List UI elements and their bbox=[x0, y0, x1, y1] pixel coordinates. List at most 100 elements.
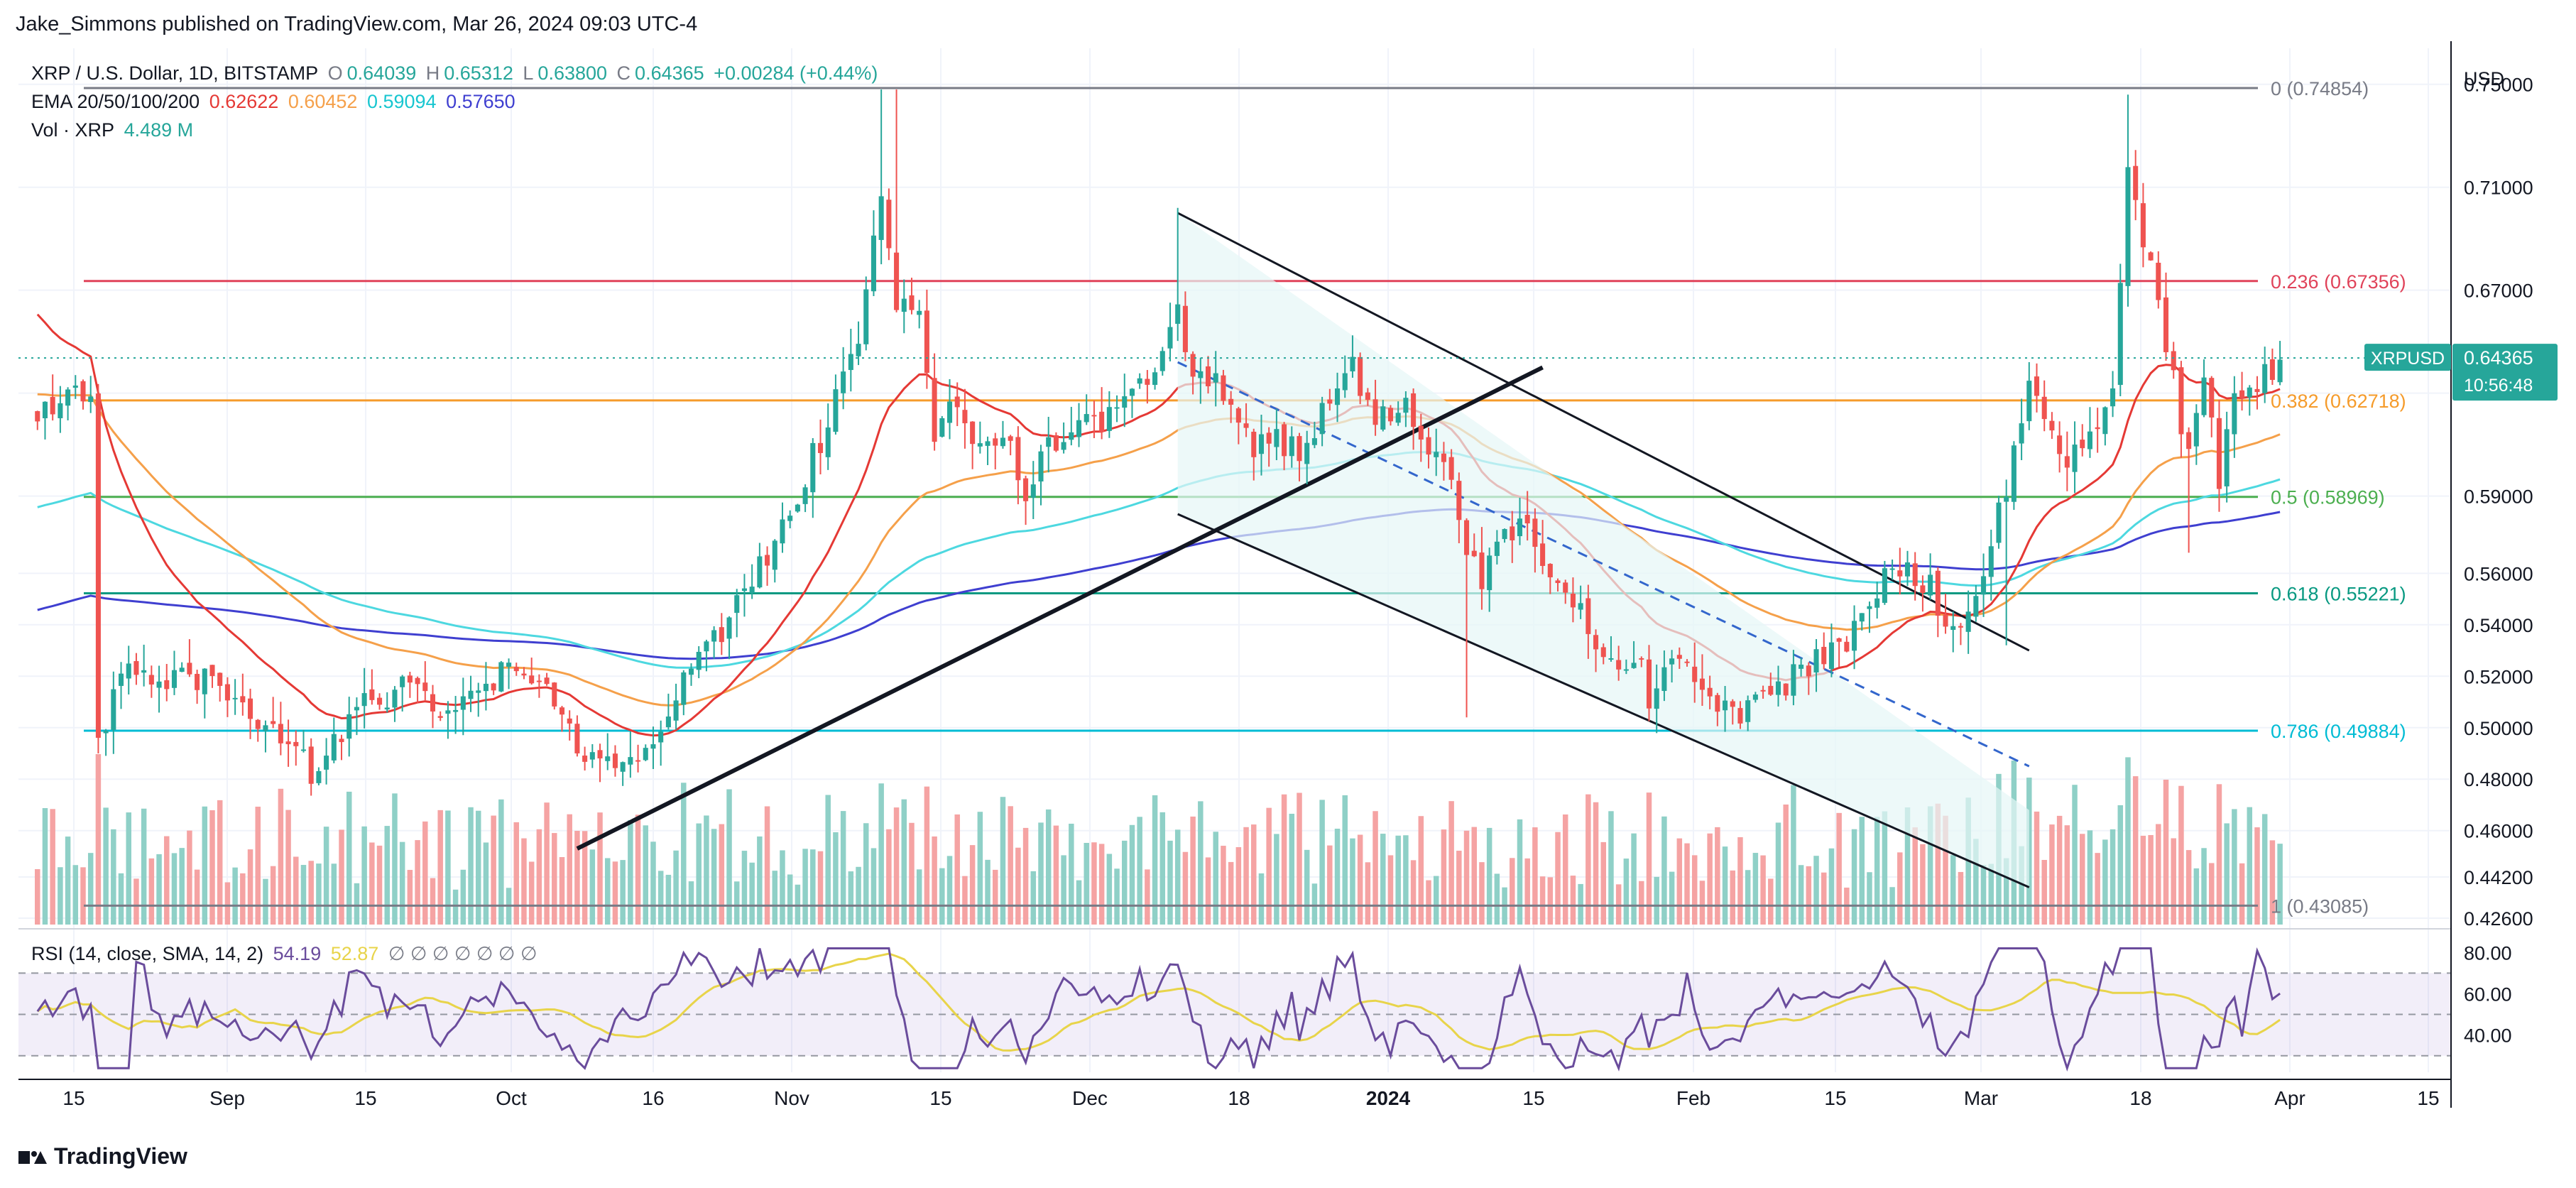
volume-bar bbox=[2247, 807, 2253, 925]
candle-body bbox=[1434, 452, 1439, 457]
volume-bar bbox=[513, 822, 520, 925]
candle-body bbox=[1228, 398, 1234, 405]
volume-bar bbox=[2239, 863, 2245, 925]
volume-bar bbox=[2041, 859, 2047, 925]
candle-body bbox=[445, 710, 451, 714]
volume-bar bbox=[1342, 795, 1348, 925]
candle-body bbox=[1069, 432, 1074, 440]
volume-bar bbox=[1851, 829, 1857, 925]
volume-bar bbox=[50, 809, 55, 925]
volume-bar bbox=[733, 881, 740, 925]
volume-bar bbox=[924, 786, 930, 925]
volume-bar bbox=[2102, 839, 2108, 925]
candle-body bbox=[1350, 356, 1355, 371]
volume-bar bbox=[1532, 827, 1538, 925]
volume-bar bbox=[1198, 801, 1204, 925]
volume-bar bbox=[574, 831, 580, 925]
candle-body bbox=[1799, 664, 1804, 669]
volume-bar bbox=[1463, 830, 1470, 925]
candles bbox=[35, 89, 2283, 796]
candle-body bbox=[1358, 356, 1363, 396]
candle-body bbox=[1099, 411, 1105, 432]
currency-button[interactable]: USD bbox=[2464, 68, 2505, 89]
time-tick-label: 15 bbox=[2417, 1087, 2439, 1109]
volume-bar bbox=[1737, 836, 1743, 925]
tradingview-logo[interactable]: TradingView bbox=[18, 1143, 187, 1170]
candle-body bbox=[255, 719, 261, 729]
channel-mid-line bbox=[1177, 361, 2030, 768]
volume-bar bbox=[58, 867, 63, 925]
candle-body bbox=[612, 753, 618, 768]
candle-body bbox=[2064, 456, 2070, 468]
candle-body bbox=[1221, 375, 1226, 401]
volume-bar bbox=[1061, 855, 1066, 925]
volume-bar bbox=[156, 854, 162, 925]
candle-body bbox=[111, 689, 116, 730]
time-tick-label: 15 bbox=[1824, 1087, 1846, 1109]
volume-bar bbox=[1403, 835, 1409, 925]
volume-bar bbox=[993, 869, 998, 925]
volume-bar bbox=[719, 824, 725, 925]
ema50-value: 0.60452 bbox=[288, 91, 358, 112]
candle-body bbox=[1418, 425, 1424, 440]
candle-body bbox=[1981, 576, 1987, 595]
volume-bar bbox=[528, 861, 535, 925]
volume-bar bbox=[1311, 883, 1318, 925]
fib-label: 0.236 (0.67356) bbox=[2271, 271, 2406, 293]
symbol-legend: XRP / U.S. Dollar, 1D, BITSTAMP O 0.64039… bbox=[31, 62, 882, 85]
volume-bar bbox=[498, 799, 504, 925]
volume-bar bbox=[1950, 855, 1956, 925]
candle-body bbox=[1311, 438, 1317, 445]
candle-body bbox=[1297, 436, 1302, 462]
candle-body bbox=[2269, 359, 2275, 381]
candle-body bbox=[536, 680, 542, 682]
trend-drawings[interactable] bbox=[576, 212, 2030, 888]
volume-bar bbox=[308, 861, 314, 925]
publisher-line: Jake_Simmons published on TradingView.co… bbox=[16, 13, 698, 36]
volume-bar bbox=[323, 827, 329, 925]
candle-body bbox=[946, 401, 953, 423]
volume-bar bbox=[1357, 834, 1363, 925]
candle-body bbox=[324, 756, 329, 770]
candle-body bbox=[719, 627, 724, 643]
volume-bar bbox=[1319, 800, 1325, 925]
high-value: 0.65312 bbox=[444, 62, 513, 84]
candle-body bbox=[2072, 445, 2078, 472]
candle-body bbox=[939, 418, 945, 437]
candle-body bbox=[126, 663, 131, 679]
low-label: L bbox=[523, 62, 534, 84]
candle-body bbox=[1251, 431, 1257, 457]
volume-bar bbox=[863, 823, 869, 925]
volume-bar bbox=[1395, 835, 1401, 925]
time-tick-label: Feb bbox=[1676, 1087, 1710, 1109]
volume-bar bbox=[1494, 873, 1500, 925]
candle-body bbox=[1190, 354, 1196, 377]
volume-bar bbox=[1927, 806, 1933, 925]
volume-bar bbox=[2269, 840, 2276, 925]
candle-body bbox=[331, 734, 337, 761]
candle-body bbox=[354, 707, 359, 711]
volume-bar bbox=[293, 856, 299, 925]
candle-body bbox=[415, 677, 420, 685]
volume-bar bbox=[491, 815, 496, 925]
volume-bar bbox=[780, 850, 785, 925]
volume-bar bbox=[187, 830, 192, 925]
volume-bar bbox=[247, 849, 253, 925]
volume-bar bbox=[1448, 801, 1454, 925]
axes: 0.750000.710000.670000.630000.590000.560… bbox=[18, 41, 2533, 1109]
candle-body bbox=[224, 684, 230, 701]
volume-bar bbox=[817, 851, 824, 925]
volume-bar bbox=[1600, 841, 1607, 925]
candle-body bbox=[1973, 596, 1979, 617]
candle-body bbox=[1198, 371, 1204, 378]
ema100-line bbox=[37, 451, 2281, 669]
volume-bar bbox=[681, 783, 687, 925]
candle-body bbox=[1145, 378, 1150, 385]
candle-body bbox=[1213, 373, 1218, 383]
candle-body bbox=[567, 718, 572, 724]
volume-bar bbox=[2148, 834, 2154, 925]
candle-body bbox=[985, 441, 990, 446]
candle-body bbox=[133, 660, 139, 675]
candle-body bbox=[574, 724, 580, 753]
